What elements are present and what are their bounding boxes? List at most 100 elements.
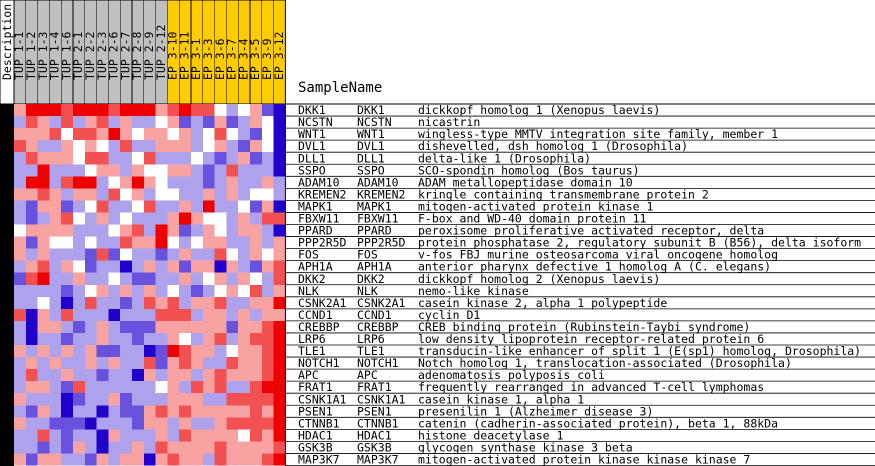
heatmap-cell <box>261 212 274 225</box>
row-label-id: MAP3K7 <box>298 453 340 466</box>
heatmap-cell <box>108 320 121 334</box>
heatmap-cell <box>73 272 85 285</box>
heatmap-cell <box>132 345 144 358</box>
heatmap-cell <box>25 176 38 189</box>
heatmap-cell <box>238 284 251 297</box>
heatmap-cell <box>191 296 203 310</box>
heatmap-cell <box>179 176 192 189</box>
heatmap-cell <box>37 284 50 297</box>
heatmap-cell <box>61 236 74 249</box>
heatmap-cell <box>226 176 239 189</box>
heatmap-cell <box>25 200 38 213</box>
heatmap-cell <box>261 176 274 189</box>
row-label-symbol: FOS <box>357 248 378 262</box>
heatmap-cell <box>214 236 227 249</box>
heatmap-cell <box>120 176 133 189</box>
heatmap-cell <box>250 188 262 201</box>
heatmap-cell <box>214 441 227 454</box>
heatmap-cell <box>191 188 203 201</box>
heatmap-cell <box>238 369 251 382</box>
heatmap-cell <box>132 128 144 141</box>
heatmap-cell <box>167 116 180 129</box>
heatmap-cell <box>202 381 215 394</box>
heatmap-cell <box>250 369 262 382</box>
heatmap-cell <box>73 152 85 165</box>
heatmap-cell <box>214 308 227 322</box>
heatmap-cell <box>37 224 50 237</box>
heatmap-cell <box>84 405 97 418</box>
heatmap-cell <box>37 405 50 418</box>
column-label: TUP 2-7 <box>118 31 132 80</box>
heatmap-cell <box>273 116 286 129</box>
heatmap-cell <box>191 104 203 117</box>
heatmap-cell <box>25 140 38 153</box>
description-bar-fill <box>0 104 14 466</box>
heatmap-cell <box>250 284 262 297</box>
heatmap-cell <box>84 176 97 189</box>
heatmap-cell <box>191 453 203 466</box>
heatmap-cell <box>84 284 97 297</box>
heatmap-cell <box>238 417 251 430</box>
heatmap-cell <box>14 369 26 382</box>
heatmap-cell <box>37 200 50 213</box>
heatmap-cell <box>108 308 121 322</box>
heatmap-cell <box>273 212 286 225</box>
column-label: EP 3-11 <box>177 31 191 80</box>
heatmap-cell <box>250 200 262 213</box>
column-label: EP 3-3 <box>201 38 215 80</box>
heatmap-cell <box>49 152 62 165</box>
heatmap-cell <box>273 405 286 418</box>
row-label-symbol: DVL1 <box>357 139 385 153</box>
heatmap-cell <box>202 345 215 358</box>
row-label-id: MAPK1 <box>298 199 333 213</box>
heatmap-cell <box>120 332 133 346</box>
heatmap-cell <box>25 248 38 261</box>
heatmap-cell <box>37 236 50 249</box>
heatmap-cell <box>14 200 26 213</box>
heatmap-cell <box>49 212 62 225</box>
heatmap-cell <box>261 284 274 297</box>
heatmap-cell <box>250 393 262 406</box>
heatmap-cell <box>84 140 97 153</box>
row-label-id: ADAM10 <box>298 175 340 189</box>
row-label-id: APC <box>298 368 319 382</box>
heatmap-cell <box>73 345 85 358</box>
heatmap-cell <box>120 345 133 358</box>
heatmap-cell <box>143 152 156 165</box>
heatmap-cell <box>273 140 286 153</box>
heatmap-cell <box>14 236 26 249</box>
heatmap-cell <box>96 284 109 297</box>
heatmap-cell <box>96 188 109 201</box>
heatmap-cell <box>273 272 286 285</box>
row-label-id: HDAC1 <box>298 428 333 442</box>
heatmap-cell <box>155 260 168 273</box>
row-label-id: NCSTN <box>298 115 333 129</box>
row-label-id: FBXW11 <box>298 212 340 226</box>
heatmap-cell <box>14 272 26 285</box>
heatmap-cell <box>155 308 168 322</box>
heatmap-cell <box>61 345 74 358</box>
row-label-description: v-fos FBJ murine osteosarcoma viral onco… <box>418 248 778 262</box>
heatmap-cell <box>155 104 168 117</box>
heatmap-cell <box>238 345 251 358</box>
heatmap-cell <box>132 200 144 213</box>
heatmap-cell <box>167 164 180 177</box>
heatmap-cell <box>250 104 262 117</box>
row-label-symbol: CSNK2A1 <box>357 296 406 310</box>
row-label-description: Notch homolog 1, translocation-associate… <box>418 356 792 370</box>
row-label-description: ADAM metallopeptidase domain 10 <box>418 175 633 189</box>
heatmap-cell <box>37 296 50 310</box>
heatmap-cell <box>132 453 144 466</box>
row-label-id: PSEN1 <box>298 404 333 418</box>
heatmap-cell <box>61 332 74 346</box>
heatmap-cell <box>96 176 109 189</box>
heatmap-cell <box>214 405 227 418</box>
row-label-description: dickkopf homolog 1 (Xenopus laevis) <box>418 103 660 117</box>
heatmap-cell <box>143 176 156 189</box>
heatmap-cell <box>14 176 26 189</box>
row-label-description: frequently rearranged in advanced T-cell… <box>418 380 764 394</box>
heatmap-cell <box>261 272 274 285</box>
heatmap-cell <box>96 152 109 165</box>
heatmap-cell <box>96 248 109 261</box>
